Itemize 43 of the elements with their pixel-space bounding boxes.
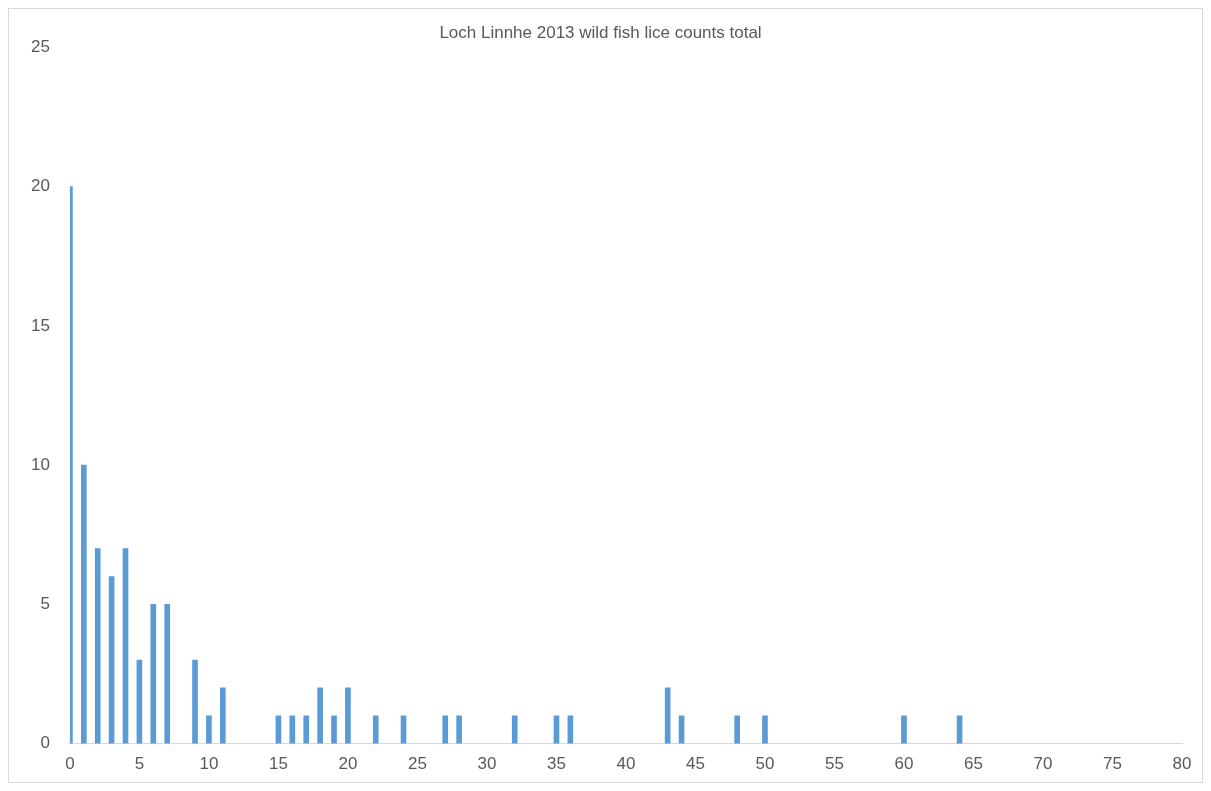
bar — [206, 715, 212, 744]
chart-title: Loch Linnhe 2013 wild fish lice counts total — [439, 22, 762, 42]
bar — [442, 715, 449, 744]
x-tick-label: 15 — [268, 754, 288, 774]
bar — [94, 548, 101, 744]
bar — [80, 464, 87, 744]
y-tick-label: 15 — [30, 315, 50, 335]
y-tick-label: 5 — [40, 594, 50, 614]
x-tick-label: 65 — [964, 754, 983, 774]
x-tick-label: 80 — [1172, 754, 1192, 774]
x-tick-label: 5 — [134, 754, 145, 774]
x-tick-label: 0 — [65, 754, 75, 774]
bar — [164, 604, 171, 744]
bar — [734, 715, 740, 744]
bar — [762, 715, 768, 744]
bar — [289, 715, 296, 744]
x-tick-label: 50 — [755, 754, 775, 774]
bar — [331, 715, 337, 744]
x-tick-label: 20 — [338, 754, 358, 774]
bar — [511, 715, 518, 744]
bar — [150, 604, 157, 744]
bar — [317, 687, 323, 744]
bar — [192, 659, 198, 744]
x-tick-label: 55 — [825, 754, 844, 774]
x-tick-label: 70 — [1033, 754, 1053, 774]
bar — [456, 715, 462, 744]
y-tick-label: 0 — [40, 733, 50, 753]
bar — [372, 715, 379, 744]
x-tick-label: 35 — [546, 754, 566, 774]
bar — [901, 715, 907, 744]
x-tick-label: 60 — [894, 754, 914, 774]
y-tick-label: 20 — [30, 176, 50, 196]
x-tick-label: 10 — [199, 754, 219, 774]
x-tick-label: 30 — [477, 754, 497, 774]
x-tick-label: 25 — [407, 754, 427, 774]
x-tick-label: 40 — [616, 754, 636, 774]
y-tick-label: 10 — [30, 454, 50, 474]
x-tick-label: 75 — [1103, 754, 1122, 774]
bar — [303, 715, 310, 744]
y-tick-label: 25 — [30, 37, 50, 57]
bar — [219, 687, 226, 744]
x-tick-label: 45 — [686, 754, 705, 774]
bar — [345, 687, 351, 744]
